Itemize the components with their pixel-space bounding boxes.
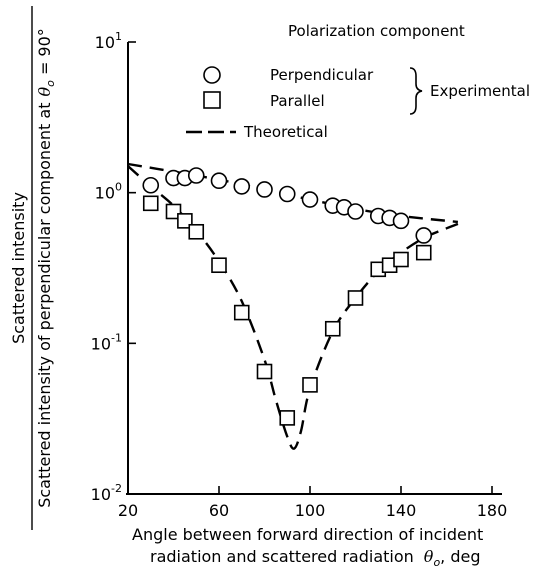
perpendicular-point: [301, 191, 319, 208]
y-axis-label-denominator: Scattered intensity of perpendicular com…: [35, 28, 57, 508]
perpendicular-point: [347, 203, 364, 220]
perpendicular-point: [187, 167, 205, 184]
perpendicular-point: [278, 185, 296, 203]
perpendicular-point: [142, 176, 160, 194]
x-axis-label-line2: radiation and scattered radiation θo, deg: [150, 547, 481, 569]
parallel-point: [302, 377, 318, 393]
data-markers: [142, 167, 433, 426]
perpendicular-point: [210, 172, 228, 190]
legend-experimental-label: Experimental: [430, 82, 530, 100]
x-ticks: 20 60 100 140 180: [118, 486, 507, 520]
y-tick-label: 10-1: [91, 331, 122, 353]
y-tick-label: 10-2: [91, 482, 122, 504]
x-tick-label: 20: [118, 501, 138, 520]
x-tick-label: 180: [477, 501, 508, 520]
y-tick-label: 100: [95, 181, 122, 203]
y-axis-label-numerator: Scattered intensity: [9, 192, 28, 344]
perpendicular-point: [392, 212, 410, 230]
legend-square-marker: [203, 91, 221, 109]
parallel-point: [256, 363, 273, 380]
parallel-point: [142, 195, 159, 212]
legend-circle-marker: [203, 66, 221, 84]
parallel-point: [233, 304, 250, 321]
perpendicular-point: [256, 181, 273, 198]
legend-perpendicular-label: Perpendicular: [270, 66, 374, 84]
y-ticks: 101 100 10-1 10-2: [91, 30, 136, 504]
legend-theoretical-label: Theoretical: [243, 123, 328, 141]
parallel-point: [415, 244, 432, 261]
x-tick-label: 60: [209, 501, 229, 520]
legend-parallel-label: Parallel: [270, 92, 325, 110]
legend-brace: [409, 67, 423, 115]
parallel-point: [211, 257, 227, 274]
y-axis-label: Scattered intensity Scattered intensity …: [9, 6, 57, 530]
perpendicular-point: [415, 227, 433, 244]
parallel-point: [324, 320, 341, 337]
parallel-point: [177, 213, 193, 229]
perpendicular-point: [233, 178, 251, 195]
y-tick-label: 101: [95, 30, 122, 52]
x-axis-label-line1: Angle between forward direction of incid…: [132, 525, 483, 544]
x-tick-label: 140: [386, 501, 417, 520]
parallel-point: [393, 251, 409, 268]
legend-title: Polarization component: [288, 22, 465, 40]
parallel-point: [188, 223, 205, 240]
parallel-point: [347, 290, 364, 306]
parallel-point: [279, 410, 296, 426]
parallel-point: [165, 203, 182, 220]
x-tick-label: 100: [295, 501, 326, 520]
legend: Polarization component Perpendicular Par…: [186, 22, 530, 141]
